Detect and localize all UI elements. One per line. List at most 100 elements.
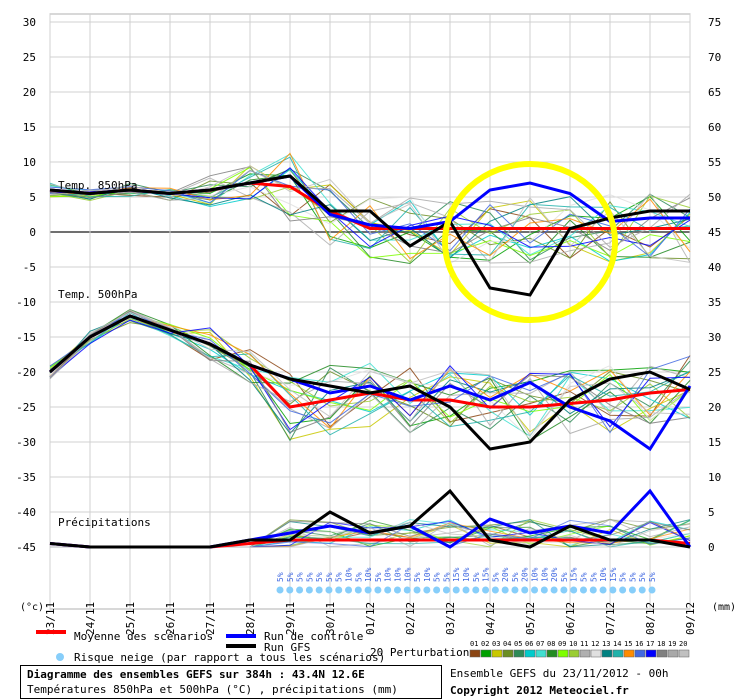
panel-label: Précipitations bbox=[58, 516, 151, 529]
legend-snow-label: Risque neige (par rapport a tous les scé… bbox=[74, 651, 385, 664]
perturbation-swatch bbox=[502, 649, 514, 658]
perturbation-line bbox=[49, 308, 691, 442]
perturbation-swatch bbox=[524, 649, 536, 658]
snow-risk-value: 5% bbox=[315, 572, 324, 582]
snow-risk-value: 10% bbox=[531, 567, 540, 582]
x-tick-label: 06/12 bbox=[564, 602, 577, 635]
perturbation-swatch bbox=[590, 649, 602, 658]
perturbation-number: 17 bbox=[646, 640, 654, 648]
snow-flake-icon bbox=[423, 586, 431, 594]
snow-flake-icon bbox=[628, 586, 636, 594]
x-tick-label: 02/12 bbox=[404, 602, 417, 635]
snow-flake-icon bbox=[540, 586, 548, 594]
snow-risk-value: 5% bbox=[296, 572, 305, 582]
x-tick-label: 28/11 bbox=[244, 602, 257, 635]
left-tick-label: 30 bbox=[23, 16, 36, 29]
panel-label: Temp. 850hPa bbox=[58, 179, 137, 192]
perturbation-line bbox=[49, 312, 691, 436]
left-unit-label: (°c) bbox=[20, 602, 44, 613]
right-tick-label: 0 bbox=[708, 541, 715, 554]
perturbation-line bbox=[49, 186, 691, 259]
series-line-precip bbox=[49, 488, 691, 549]
snow-flake-icon bbox=[442, 586, 450, 594]
snow-risk-value: 10% bbox=[364, 567, 373, 582]
legend-control-label: Run de contrôle bbox=[264, 630, 363, 643]
right-tick-label: 25 bbox=[708, 366, 721, 379]
snow-flake-icon bbox=[472, 586, 480, 594]
perturbation-swatch bbox=[678, 649, 690, 658]
snow-risk-value: 10% bbox=[345, 567, 354, 582]
perturbation-swatch bbox=[612, 649, 624, 658]
snow-flake-icon bbox=[364, 586, 372, 594]
x-tick-label: 23/11 bbox=[44, 602, 57, 635]
snow-flake-icon bbox=[433, 586, 441, 594]
left-tick-label: 5 bbox=[29, 191, 36, 204]
perturbation-number: 15 bbox=[624, 640, 632, 648]
snow-flake-icon bbox=[305, 586, 313, 594]
perturbation-swatch bbox=[667, 649, 679, 658]
x-tick-label: 09/12 bbox=[684, 602, 697, 635]
right-unit-label: (mm) bbox=[712, 602, 736, 613]
x-tick-label: 26/11 bbox=[164, 602, 177, 635]
left-tick-label: 15 bbox=[23, 121, 36, 134]
snow-risk-value: 15% bbox=[570, 567, 579, 582]
snow-flake-icon bbox=[619, 586, 627, 594]
snow-risk-value: 20% bbox=[550, 567, 559, 582]
snow-flake-icon bbox=[501, 586, 509, 594]
left-tick-label: -25 bbox=[16, 401, 36, 414]
snow-flake-icon bbox=[638, 586, 646, 594]
perturbation-number: 01 bbox=[470, 640, 478, 648]
x-tick-label: 08/12 bbox=[644, 602, 657, 635]
x-tick-label: 24/11 bbox=[84, 602, 97, 635]
right-tick-label: 45 bbox=[708, 226, 721, 239]
perturbation-number: 16 bbox=[635, 640, 643, 648]
right-tick-label: 40 bbox=[708, 261, 721, 274]
x-tick-label: 04/12 bbox=[484, 602, 497, 635]
snow-risk-value: 5% bbox=[511, 572, 520, 582]
perturbation-swatch bbox=[656, 649, 668, 658]
snow-risk-value: 5% bbox=[325, 572, 334, 582]
snow-flake-icon bbox=[648, 586, 656, 594]
snow-flake-icon bbox=[384, 586, 392, 594]
snow-risk-value: 5% bbox=[335, 572, 344, 582]
snow-flake-icon bbox=[491, 586, 499, 594]
series-line-t500 bbox=[49, 314, 691, 451]
perturbation-swatch bbox=[513, 649, 525, 658]
left-tick-label: -10 bbox=[16, 296, 36, 309]
perturbation-number: 08 bbox=[547, 640, 555, 648]
perturbation-swatch bbox=[546, 649, 558, 658]
right-tick-label: 35 bbox=[708, 296, 721, 309]
right-tick-label: 55 bbox=[708, 156, 721, 169]
x-tick-label: 29/11 bbox=[284, 602, 297, 635]
right-tick-label: 10 bbox=[708, 471, 721, 484]
perturbation-number: 20 bbox=[679, 640, 687, 648]
snow-risk-value: 5% bbox=[628, 572, 637, 582]
right-tick-label: 5 bbox=[708, 506, 715, 519]
snow-risk-value: 5% bbox=[472, 572, 481, 582]
snow-risk-value: 5% bbox=[619, 572, 628, 582]
snow-flake-icon bbox=[599, 586, 607, 594]
snow-flake-icon bbox=[276, 586, 284, 594]
legend-gfs-label: Run GFS bbox=[264, 641, 310, 654]
perturbation-swatch bbox=[601, 649, 613, 658]
chart-subtitle: Températures 850hPa et 500hPa (°C) , pré… bbox=[27, 683, 398, 696]
chart-title: Diagramme des ensembles GEFS sur 384h : … bbox=[27, 668, 365, 681]
snow-flake-icon bbox=[570, 586, 578, 594]
perturbation-number: 09 bbox=[558, 640, 566, 648]
perturbation-swatch bbox=[623, 649, 635, 658]
left-tick-label: -45 bbox=[16, 541, 36, 554]
perturbation-swatch bbox=[557, 649, 569, 658]
left-tick-label: 25 bbox=[23, 51, 36, 64]
snow-flake-icon bbox=[511, 586, 519, 594]
chart-legend: Moyenne des scénarios Run de contrôleRun … bbox=[36, 630, 690, 664]
perturbation-swatch bbox=[469, 649, 481, 658]
perturbation-swatch bbox=[634, 649, 646, 658]
perturbation-number: 12 bbox=[591, 640, 599, 648]
snow-flake-icon bbox=[550, 586, 558, 594]
snow-flake-icon bbox=[531, 586, 539, 594]
snow-risk-value: 10% bbox=[393, 567, 402, 582]
snow-risk-value: 5% bbox=[305, 572, 314, 582]
perturbation-line bbox=[49, 311, 691, 437]
snow-flake-icon bbox=[403, 586, 411, 594]
right-tick-label: 50 bbox=[708, 191, 721, 204]
